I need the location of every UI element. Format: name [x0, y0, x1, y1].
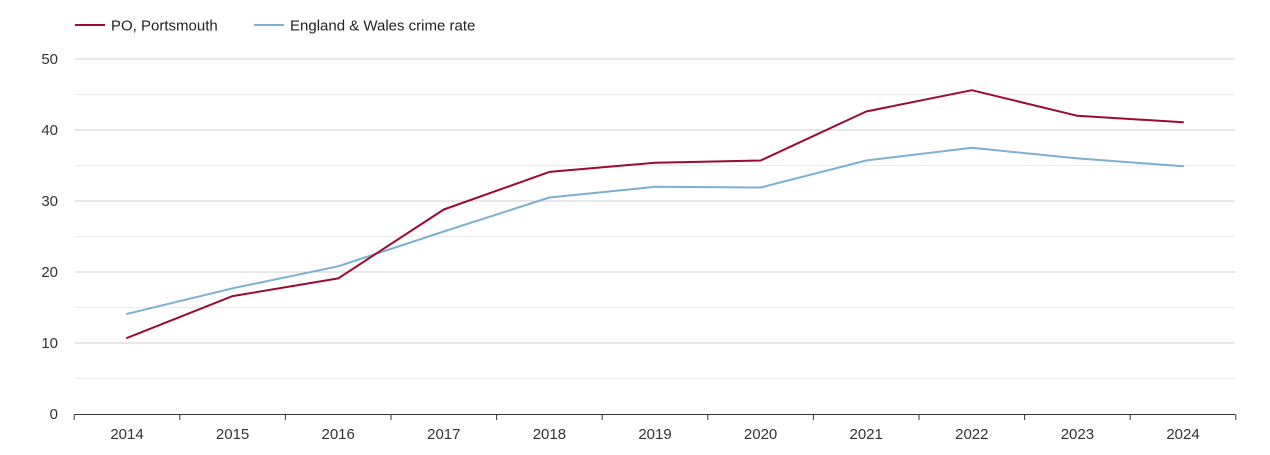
x-tick-label: 2020	[744, 426, 777, 443]
y-tick-label: 20	[41, 264, 58, 281]
series-line-1	[126, 89, 1184, 339]
x-tick-label: 2015	[216, 426, 249, 443]
legend-label: PO, Portsmouth	[111, 18, 218, 35]
y-tick-label: 30	[41, 193, 58, 210]
y-tick-label: 50	[41, 51, 58, 68]
axes: 0 10 20 30 40 50 2014 2015 2016 2017 2018 2019 2020 2…	[41, 51, 1237, 443]
x-tick-label: 2022	[955, 426, 988, 443]
x-tick-label: 2017	[427, 426, 460, 443]
series-line-2	[126, 146, 1184, 315]
legend-label: England & Wales crime rate	[290, 18, 475, 35]
x-tick-label: 2023	[1061, 426, 1094, 443]
series-lines	[126, 89, 1184, 339]
x-tick-label: 2021	[850, 426, 883, 443]
y-tick-label: 40	[41, 122, 58, 139]
y-tick-label: 0	[50, 406, 58, 423]
x-tick-label: 2018	[533, 426, 566, 443]
chart-legend: PO, Portsmouth England & Wales crime rate	[75, 18, 475, 35]
grid-lines	[75, 58, 1235, 379]
x-tick-label: 2014	[110, 426, 143, 443]
x-tick-label: 2016	[322, 426, 355, 443]
y-tick-label: 10	[41, 335, 58, 352]
x-tick-label: 2019	[638, 426, 671, 443]
x-tick-label: 2024	[1166, 426, 1199, 443]
